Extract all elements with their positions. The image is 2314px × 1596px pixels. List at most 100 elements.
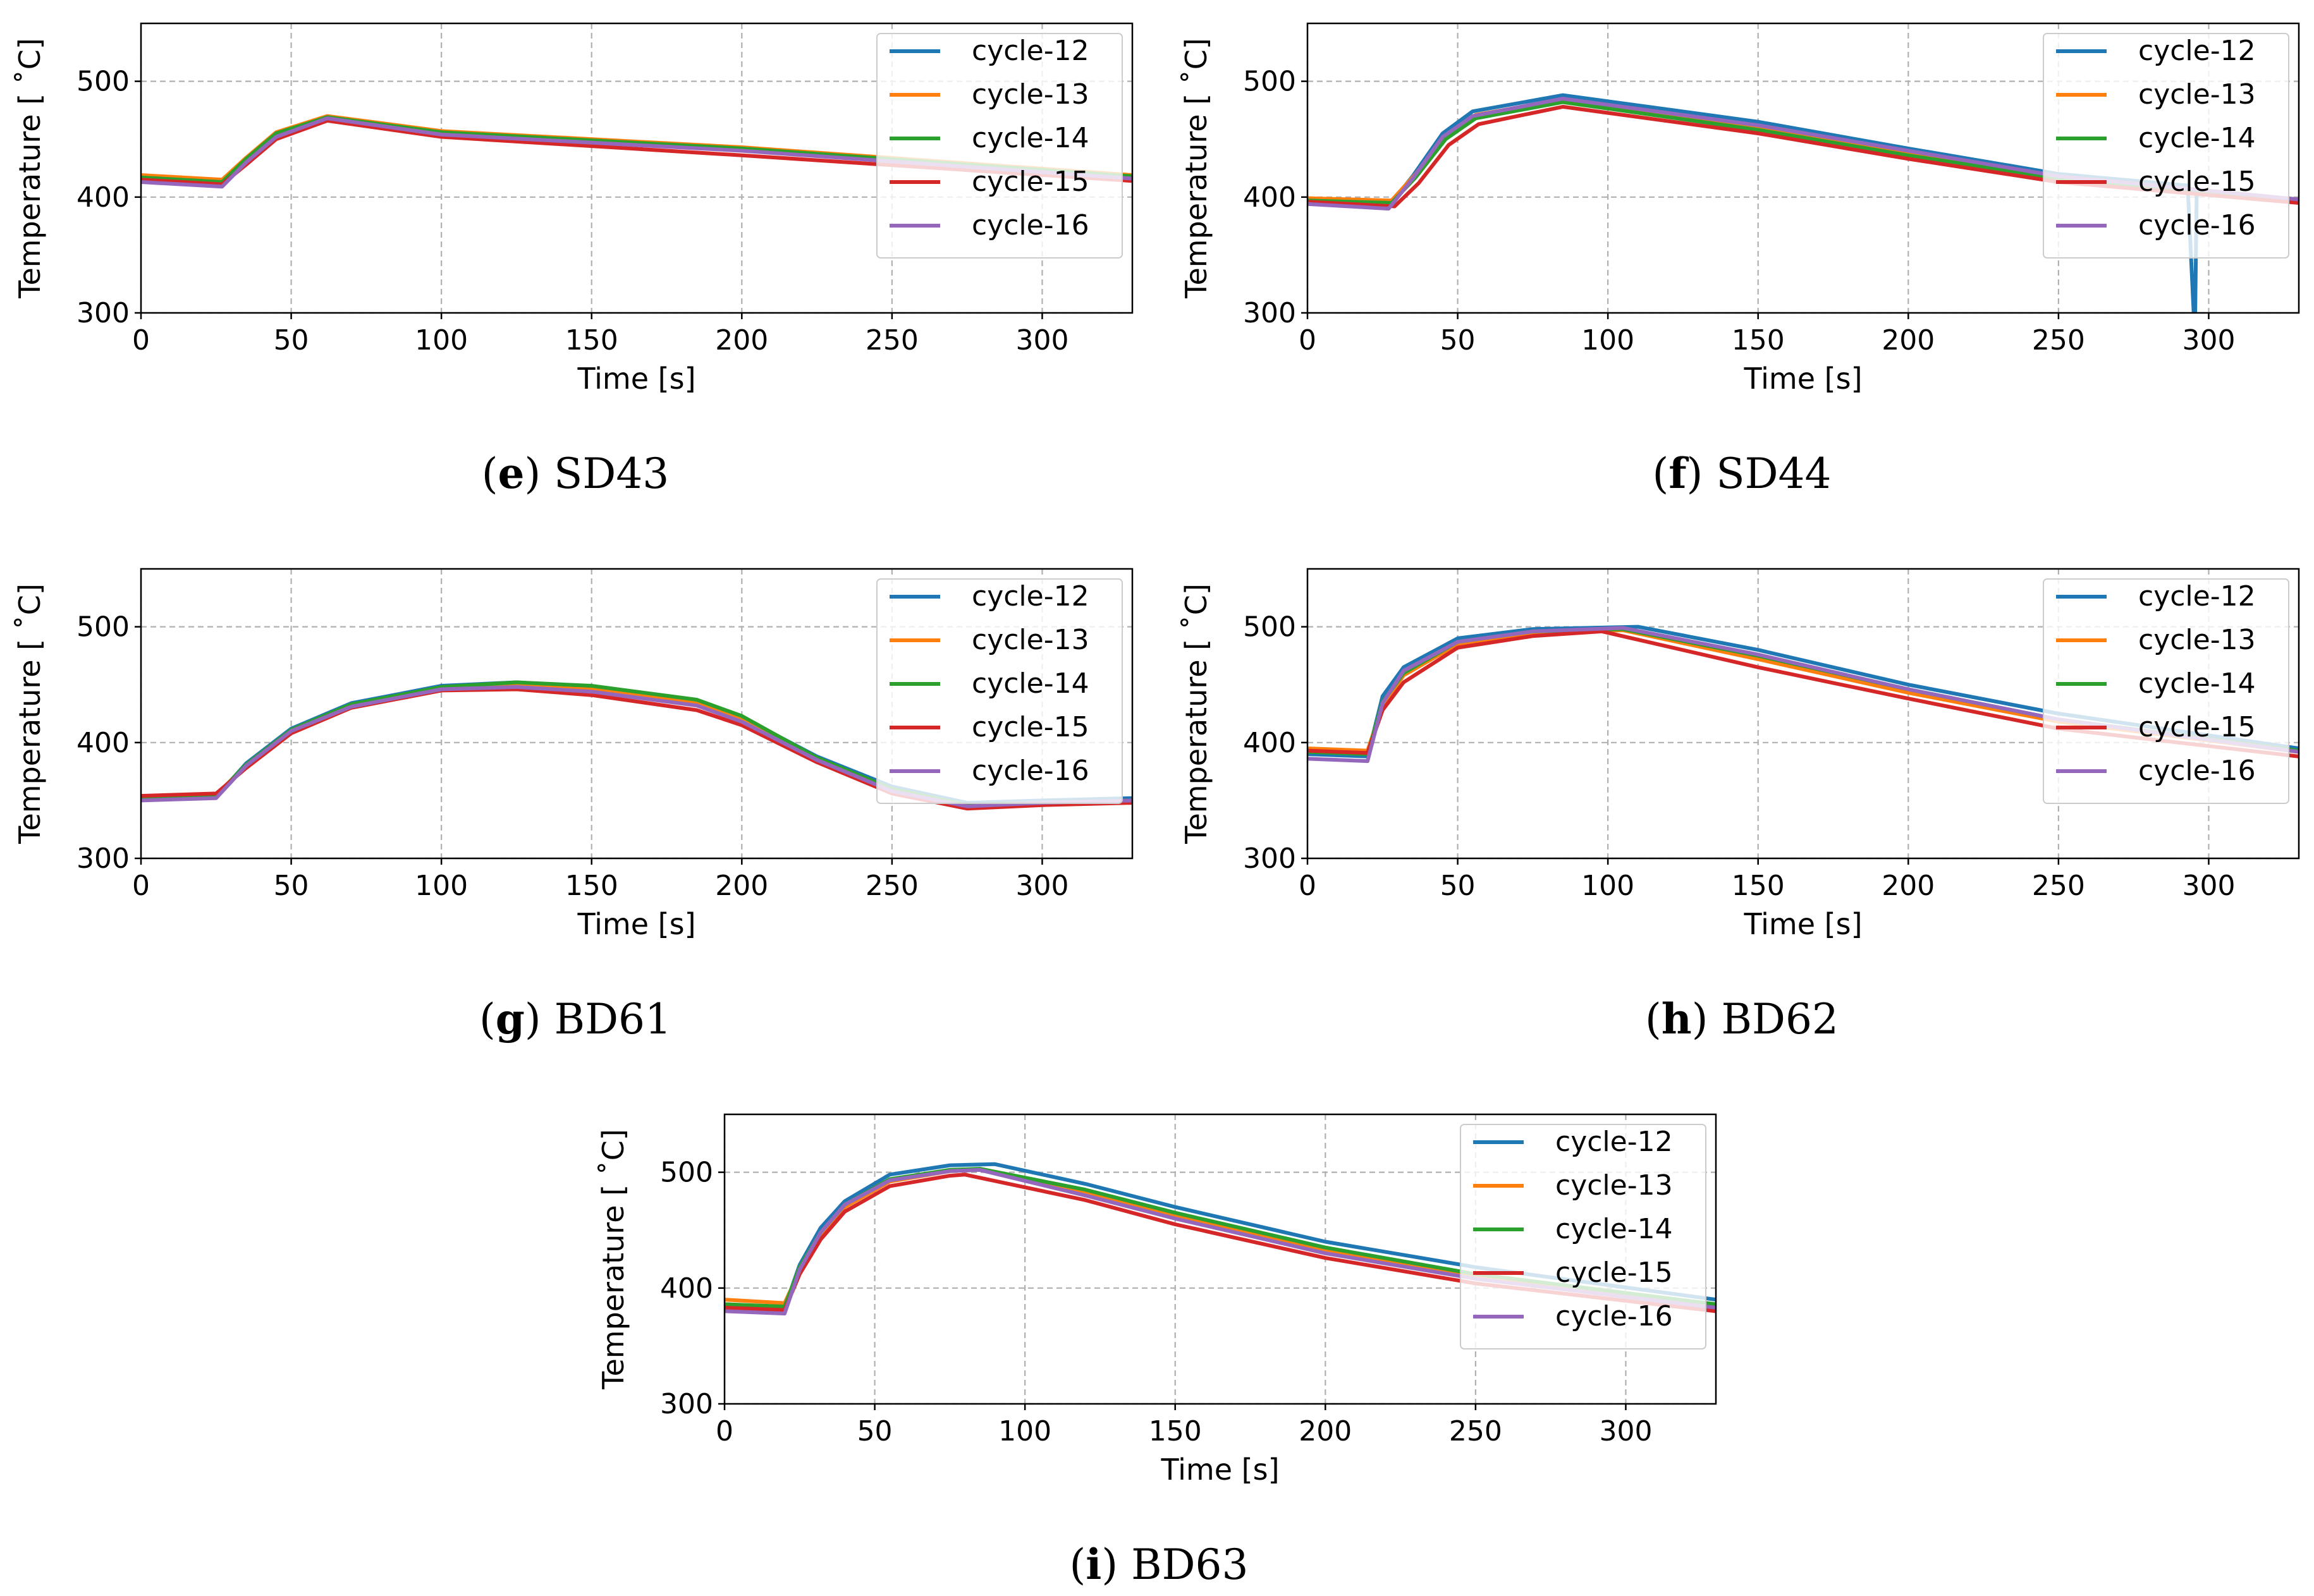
legend-label: cycle-16 (2138, 209, 2256, 241)
y-axis-label: Temperature [ ˚C] (1179, 583, 1213, 844)
legend-label: cycle-13 (2138, 624, 2256, 656)
y-tick-label: 500 (77, 611, 130, 643)
legend-label: cycle-13 (2138, 78, 2256, 111)
x-tick-label: 0 (1299, 870, 1316, 902)
x-tick-label: 0 (132, 870, 150, 902)
x-tick-label: 50 (857, 1415, 893, 1447)
y-tick-label: 300 (1243, 297, 1296, 329)
legend-label: cycle-16 (2138, 755, 2256, 787)
y-tick-label: 400 (77, 727, 130, 759)
legend-label: cycle-14 (972, 122, 1089, 154)
legend-label: cycle-15 (972, 711, 1089, 743)
y-tick-label: 300 (1243, 843, 1296, 875)
x-tick-label: 300 (1015, 324, 1068, 356)
legend-label: cycle-12 (972, 580, 1089, 612)
y-tick-label: 400 (1243, 181, 1296, 214)
legend-label: cycle-16 (972, 209, 1089, 241)
legend-label: cycle-16 (972, 755, 1089, 787)
legend: cycle-12 cycle-13 cycle-14 cycle-15 cycle-16 (877, 34, 1122, 258)
x-tick-label: 300 (2182, 870, 2235, 902)
x-axis-label: Time [s] (1160, 1453, 1279, 1487)
x-tick-label: 100 (1581, 324, 1634, 356)
x-tick-label: 300 (1015, 870, 1068, 902)
legend-label: cycle-12 (1555, 1126, 1673, 1158)
caption-name: SD44 (1703, 449, 1831, 498)
x-axis-label: Time [s] (1743, 907, 1862, 941)
legend: cycle-12 cycle-13 cycle-14 cycle-15 cycle-16 (2043, 579, 2289, 803)
legend: cycle-12 cycle-13 cycle-14 cycle-15 cycle-16 (2043, 34, 2289, 258)
x-tick-label: 50 (274, 324, 309, 356)
x-tick-label: 150 (565, 870, 618, 902)
x-tick-label: 300 (2182, 324, 2235, 356)
y-tick-label: 500 (1243, 66, 1296, 98)
y-tick-label: 500 (1243, 611, 1296, 643)
x-tick-label: 150 (565, 324, 618, 356)
legend-label: cycle-15 (2138, 166, 2256, 198)
x-tick-label: 50 (1440, 324, 1476, 356)
y-tick-label: 300 (660, 1388, 713, 1420)
legend: cycle-12 cycle-13 cycle-14 cycle-15 cycle-16 (877, 579, 1122, 803)
y-tick-label: 400 (660, 1272, 713, 1305)
legend-label: cycle-14 (2138, 667, 2256, 700)
x-tick-label: 200 (715, 324, 768, 356)
y-tick-label: 300 (77, 297, 130, 329)
y-axis-label: Temperature [ ˚C] (596, 1129, 630, 1390)
x-tick-label: 100 (415, 870, 468, 902)
y-axis-label: Temperature [ ˚C] (13, 38, 47, 299)
legend-label: cycle-15 (1555, 1257, 1673, 1289)
caption-name: BD63 (1118, 1540, 1248, 1589)
x-tick-label: 100 (998, 1415, 1051, 1447)
y-axis-label: Temperature [ ˚C] (13, 583, 47, 844)
figure: 0 50 100 150 200 250 300300400500Time [s]Tempe… (0, 0, 2314, 1596)
x-tick-label: 250 (2032, 324, 2085, 356)
x-tick-label: 150 (1149, 1415, 1202, 1447)
caption-name: SD43 (541, 449, 669, 498)
x-tick-label: 250 (866, 870, 919, 902)
x-tick-label: 100 (1581, 870, 1634, 902)
caption-letter: g (496, 994, 525, 1044)
legend-label: cycle-15 (972, 166, 1089, 198)
x-tick-label: 200 (1882, 324, 1935, 356)
x-tick-label: 250 (1449, 1415, 1502, 1447)
legend-label: cycle-14 (2138, 122, 2256, 154)
legend-label: cycle-14 (1555, 1213, 1673, 1245)
x-tick-label: 0 (1299, 324, 1316, 356)
x-tick-label: 150 (1732, 324, 1785, 356)
legend-label: cycle-13 (972, 78, 1089, 111)
y-tick-label: 500 (77, 66, 130, 98)
caption-letter: i (1086, 1540, 1101, 1589)
x-tick-label: 100 (415, 324, 468, 356)
caption-letter: e (498, 449, 524, 498)
caption: (e) SD43 (482, 449, 670, 498)
caption-name: BD61 (541, 995, 671, 1044)
x-tick-label: 150 (1732, 870, 1785, 902)
caption: (g) BD61 (479, 994, 671, 1044)
caption-name: BD62 (1708, 995, 1839, 1044)
x-tick-label: 0 (716, 1415, 733, 1447)
caption-letter: f (1668, 449, 1689, 498)
x-tick-label: 200 (1299, 1415, 1352, 1447)
caption: (i) BD63 (1070, 1540, 1249, 1589)
legend: cycle-12 cycle-13 cycle-14 cycle-15 cycle-16 (1460, 1124, 1706, 1349)
legend-label: cycle-14 (972, 667, 1089, 700)
caption: (f) SD44 (1653, 449, 1832, 498)
y-tick-label: 400 (77, 181, 130, 214)
y-tick-label: 500 (660, 1157, 713, 1189)
x-tick-label: 50 (1440, 870, 1476, 902)
y-axis-label: Temperature [ ˚C] (1179, 38, 1213, 299)
x-axis-label: Time [s] (577, 907, 695, 941)
x-tick-label: 200 (715, 870, 768, 902)
x-tick-label: 200 (1882, 870, 1935, 902)
legend-label: cycle-12 (2138, 35, 2256, 67)
y-tick-label: 400 (1243, 727, 1296, 759)
x-axis-label: Time [s] (577, 362, 695, 396)
legend-label: cycle-13 (972, 624, 1089, 656)
caption: (h) BD62 (1645, 994, 1839, 1044)
y-tick-label: 300 (77, 843, 130, 875)
x-tick-label: 250 (2032, 870, 2085, 902)
x-tick-label: 0 (132, 324, 150, 356)
legend-label: cycle-13 (1555, 1169, 1673, 1202)
x-tick-label: 250 (866, 324, 919, 356)
x-axis-label: Time [s] (1743, 362, 1862, 396)
x-tick-label: 50 (274, 870, 309, 902)
